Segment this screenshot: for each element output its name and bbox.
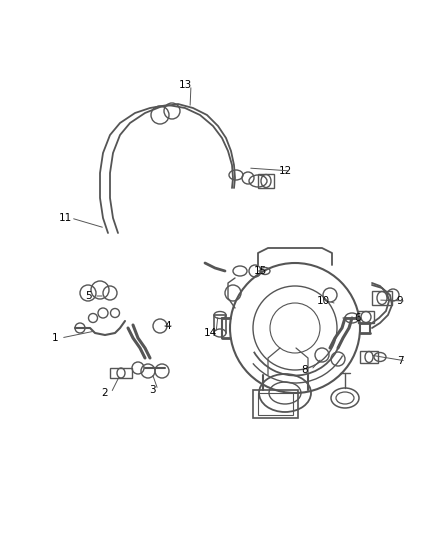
Bar (110, 368, 132, 378)
Text: 9: 9 (397, 296, 403, 306)
Bar (372, 291, 392, 305)
Text: 2: 2 (102, 388, 108, 398)
Text: 8: 8 (302, 365, 308, 375)
Bar (253, 390, 298, 418)
Text: 13: 13 (178, 80, 192, 90)
Text: 10: 10 (316, 296, 329, 306)
Bar (360, 351, 378, 363)
Text: 6: 6 (355, 313, 361, 323)
Text: 1: 1 (52, 333, 58, 343)
Text: 11: 11 (58, 213, 72, 223)
Text: 14: 14 (203, 328, 217, 338)
Text: 5: 5 (85, 291, 91, 301)
Bar (258, 393, 293, 415)
Text: 4: 4 (165, 321, 171, 331)
Bar (258, 174, 274, 188)
Text: 12: 12 (279, 166, 292, 176)
Text: 7: 7 (397, 356, 403, 366)
Bar (358, 311, 374, 323)
Text: 15: 15 (253, 266, 267, 276)
Text: 3: 3 (148, 385, 155, 395)
